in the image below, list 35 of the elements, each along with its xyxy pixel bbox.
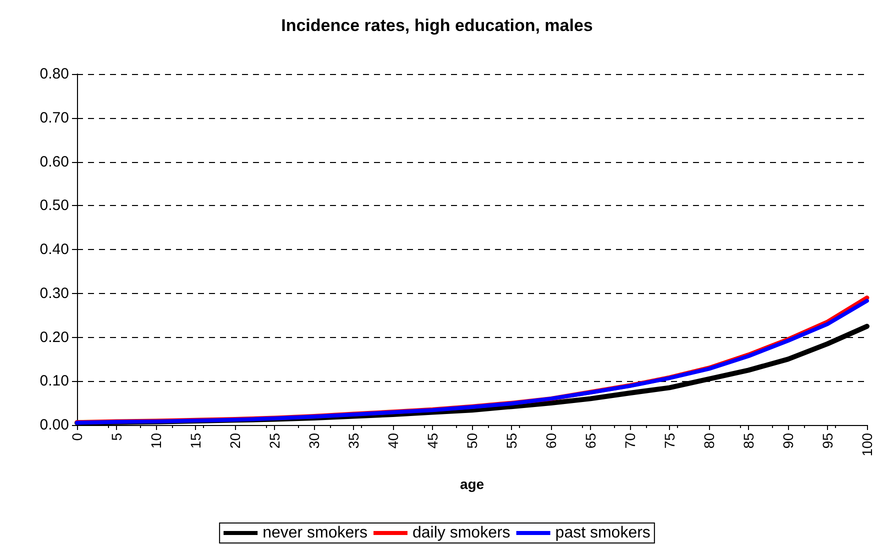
x-axis-title: age bbox=[460, 476, 484, 492]
x-tick-label: 55 bbox=[504, 432, 520, 449]
x-tick-label: 10 bbox=[148, 432, 164, 449]
x-tick-label: 45 bbox=[424, 432, 440, 449]
legend-label: never smokers bbox=[262, 524, 368, 542]
x-tick-label: 75 bbox=[662, 432, 678, 449]
y-tick-label: 0.80 bbox=[40, 66, 69, 82]
x-tick-label: 95 bbox=[820, 432, 836, 449]
x-tick-label: 70 bbox=[622, 432, 638, 449]
x-tick-label: 30 bbox=[306, 432, 322, 449]
y-tick-label: 0.20 bbox=[40, 328, 69, 346]
x-tick-label: 60 bbox=[543, 432, 559, 449]
y-tick-label: 0.00 bbox=[40, 416, 69, 434]
x-tick-label: 15 bbox=[188, 432, 204, 449]
x-tick-label: 25 bbox=[266, 432, 282, 449]
y-tick-label: 0.60 bbox=[40, 153, 69, 170]
chart-title: Incidence rates, high education, males bbox=[281, 16, 593, 35]
x-tick-label: 5 bbox=[108, 432, 124, 441]
legend-label: daily smokers bbox=[412, 524, 510, 542]
x-tick-label: 0 bbox=[69, 432, 85, 441]
x-tick-label: 20 bbox=[227, 432, 243, 449]
x-tick-label: 80 bbox=[701, 432, 717, 449]
legend-label: past smokers bbox=[555, 524, 650, 542]
y-tick-label: 0.70 bbox=[40, 109, 69, 126]
x-tick-label: 90 bbox=[780, 432, 796, 449]
y-tick-label: 0.40 bbox=[40, 241, 69, 258]
x-tick-label: 100 bbox=[859, 432, 874, 456]
y-tick-label: 0.50 bbox=[40, 197, 69, 214]
x-tick-label: 85 bbox=[740, 432, 756, 449]
x-tick-label: 65 bbox=[582, 432, 598, 449]
y-tick-label: 0.10 bbox=[40, 372, 69, 390]
x-tick-label: 35 bbox=[346, 432, 362, 449]
x-tick-label: 40 bbox=[385, 432, 401, 449]
y-tick-label: 0.30 bbox=[40, 284, 69, 302]
x-tick-label: 50 bbox=[464, 432, 480, 449]
